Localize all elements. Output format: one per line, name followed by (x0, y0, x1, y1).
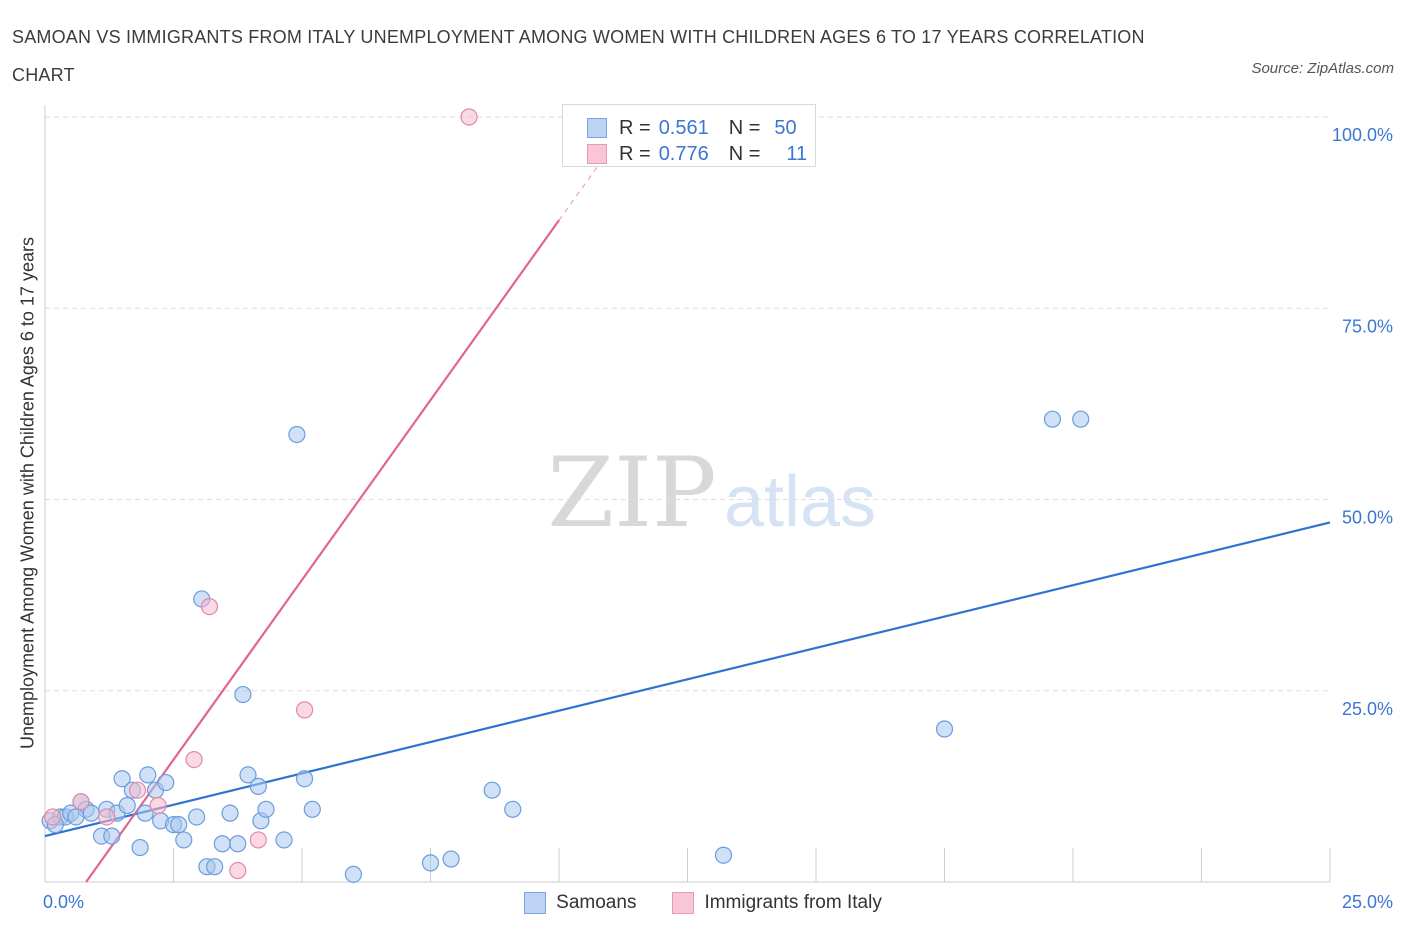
trend-line-samoans (44, 521, 1331, 838)
source-label: Source: ZipAtlas.com (1251, 60, 1394, 77)
italy-point (128, 781, 147, 799)
samoans-point (344, 865, 362, 883)
italy-point (460, 108, 478, 126)
legend-label-italy: Immigrants from Italy (704, 892, 882, 913)
samoans-point (275, 831, 293, 849)
samoans-point (714, 846, 733, 864)
samoans-point (1072, 410, 1090, 428)
samoans-point (136, 804, 154, 822)
italy-point (149, 796, 167, 815)
samoans-point (295, 770, 314, 788)
samoans-point (157, 773, 175, 792)
samoans-point (67, 808, 85, 826)
r-value: 0.561 (658, 116, 709, 139)
tick-labels: 100.0% 75.0% 50.0% 25.0% 0.0% 25.0% (43, 125, 1393, 912)
r-label: R = (619, 116, 651, 139)
samoans-point (103, 827, 121, 845)
italy-point (200, 597, 219, 616)
n-value: 11 (786, 142, 808, 165)
y-tick-label: 25.0% (1342, 699, 1393, 719)
samoans-point (221, 804, 239, 822)
n-label: N = (728, 116, 761, 139)
watermark: ZIP atlas (547, 437, 876, 549)
samoans-point (206, 858, 224, 876)
y-tick-label: 100.0% (1332, 125, 1393, 145)
legend-row-samoans: R = 0.561 N = 50 (587, 115, 797, 141)
italy-point (72, 793, 90, 811)
x-tick-label: 25.0% (1342, 892, 1393, 912)
legend-label-samoans: Samoans (556, 892, 637, 913)
x-tick-label: 0.0% (43, 892, 84, 912)
samoans-swatch (587, 118, 607, 138)
italy-swatch (587, 144, 607, 164)
samoans-point (303, 800, 321, 818)
axes (44, 105, 1331, 883)
samoans-point (483, 781, 501, 799)
series-legend: Samoans Immigrants from Italy (0, 890, 1406, 916)
samoans-point (421, 854, 440, 872)
correlation-legend: R = 0.561 N = 50 R = 0.776 N = 11 (562, 104, 816, 167)
grid (45, 116, 1330, 692)
samoans-point (257, 800, 275, 818)
r-label: R = (619, 142, 651, 165)
samoans-point (113, 770, 131, 788)
legend-item-italy[interactable]: Immigrants from Italy (672, 892, 882, 914)
samoans-point (139, 766, 157, 784)
trend-line-italy (85, 219, 560, 883)
y-tick-label: 50.0% (1342, 508, 1393, 528)
italy-swatch (672, 892, 695, 914)
chart-title: SAMOAN VS IMMIGRANTS FROM ITALY UNEMPLOY… (12, 27, 1145, 85)
samoans-point (239, 766, 257, 784)
italy-point (249, 831, 267, 849)
samoans-point (504, 800, 522, 818)
samoans-point (935, 720, 954, 738)
watermark-zip: ZIP (547, 437, 716, 549)
trend-line-italy-extension (558, 162, 601, 221)
samoans-point (213, 835, 231, 853)
samoans-point (175, 831, 193, 849)
samoans-point (442, 850, 460, 868)
y-tick-label: 75.0% (1342, 316, 1393, 336)
n-value: 50 (774, 116, 797, 139)
italy-point (185, 750, 203, 769)
r-value: 0.776 (658, 142, 709, 165)
n-label: N = (728, 142, 761, 165)
samoans-swatch (524, 892, 547, 914)
legend-item-samoans[interactable]: Samoans (524, 892, 636, 914)
italy-point (295, 701, 314, 719)
samoans-point (229, 835, 247, 853)
samoans-point (249, 777, 267, 795)
watermark-atlas: atlas (724, 462, 876, 542)
legend-row-italy: R = 0.776 N = 11 (587, 141, 807, 167)
samoans-point (288, 425, 306, 444)
italy-point (98, 808, 116, 826)
samoans-point (170, 816, 188, 834)
italy-point (44, 808, 62, 826)
samoans-point (131, 838, 149, 857)
data-points (41, 108, 1090, 883)
samoans-point (118, 796, 136, 815)
y-axis-label: Unemployment Among Women with Children A… (17, 237, 38, 749)
samoans-point (234, 685, 252, 704)
samoans-point (1043, 410, 1062, 428)
samoans-point (188, 808, 206, 826)
italy-point (229, 861, 247, 880)
